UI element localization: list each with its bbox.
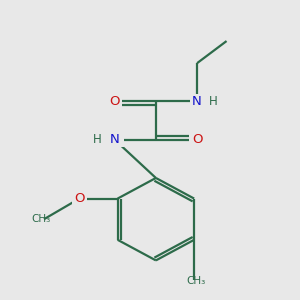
Text: N: N — [192, 95, 202, 108]
Bar — [106, 132, 124, 147]
Bar — [190, 132, 205, 147]
Text: O: O — [74, 192, 85, 205]
Bar — [107, 94, 122, 109]
Text: H: H — [209, 95, 218, 108]
Text: O: O — [192, 133, 202, 146]
Bar — [190, 94, 205, 109]
Text: CH₃: CH₃ — [186, 276, 205, 286]
Bar — [72, 191, 87, 206]
Text: CH₃: CH₃ — [32, 214, 51, 224]
Text: H: H — [93, 133, 102, 146]
Text: O: O — [110, 95, 120, 108]
Text: N: N — [110, 133, 119, 146]
